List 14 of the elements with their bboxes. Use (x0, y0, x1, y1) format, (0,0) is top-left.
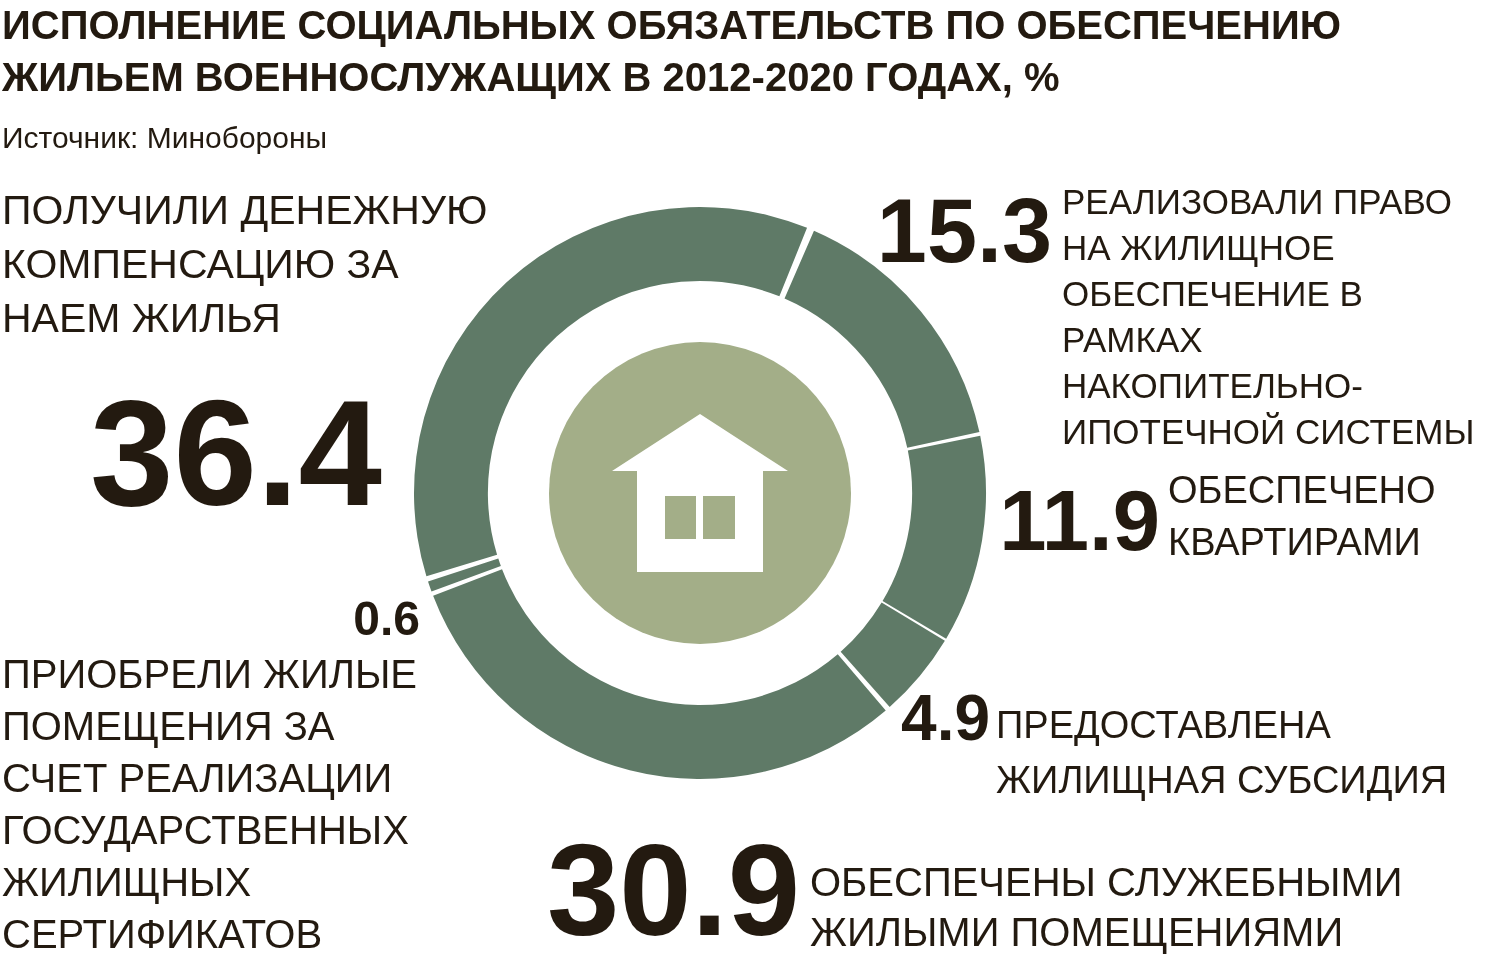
slice-label: РЕАЛИЗОВАЛИ ПРАВО НА ЖИЛИЩНОЕ ОБЕСПЕЧЕНИЕ В РАМКАХ НАКОПИТЕЛЬНО-ИПОТЕЧНОЙ СИСТЕМЫ (1062, 182, 1475, 451)
data-label: 11.9 (999, 473, 1160, 568)
slice-label: ПРИОБРЕЛИ ЖИЛЫЕ ПОМЕЩЕНИЯ ЗА СЧЕТ РЕАЛИЗАЦИИ ГОСУДАРСТВЕННЫХ ЖИЛИЩНЫХ СЕРТИФИКАТОВ (2, 652, 418, 956)
slice-label: ПРЕДОСТАВЛЕНА ЖИЛИЩНАЯ СУБСИДИЯ (996, 704, 1448, 801)
data-label: 36.4 (90, 369, 382, 537)
data-label: 15.3 (876, 181, 1052, 281)
slice-label: ОБЕСПЕЧЕНЫ СЛУЖЕБНЫМИ ЖИЛЫМИ ПОМЕЩЕНИЯМИ (810, 860, 1403, 954)
slice-label: ОБЕСПЕЧЕНО КВАРТИРАМИ (1168, 469, 1436, 563)
data-label: 0.6 (353, 592, 420, 645)
data-label: 4.9 (901, 682, 990, 754)
data-label: 30.9 (546, 817, 800, 956)
text: Источник: Минобороны (2, 121, 328, 154)
slice-label: ПОЛУЧИЛИ ДЕНЕЖНУЮ КОМПЕНСАЦИЮ ЗА НАЕМ ЖИЛЬЯ (2, 187, 488, 341)
chart-title: ИСПОЛНЕНИЕ СОЦИАЛЬНЫХ ОБЯЗАТЕЛЬСТВ ПО ОБЕСПЕЧЕНИЮ ЖИЛЬЕМ ВОЕННОСЛУЖАЩИХ В 2012-2020 ГОДАХ, % (1, 3, 1341, 99)
